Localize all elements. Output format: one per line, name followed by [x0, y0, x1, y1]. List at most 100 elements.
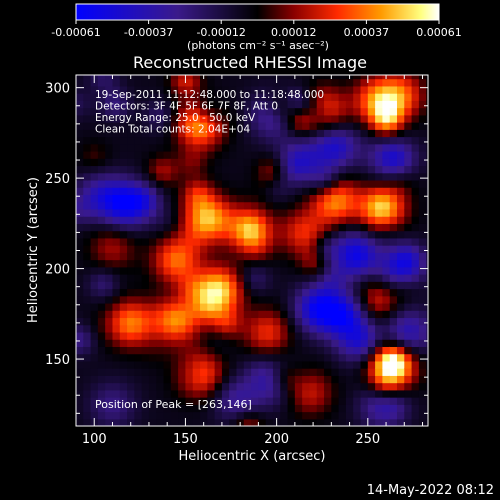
heatmap-cell	[251, 375, 259, 384]
heatmap-cell	[345, 216, 354, 224]
heatmap-cell	[119, 230, 128, 239]
heatmap-cell	[76, 375, 84, 384]
heatmap-cell	[404, 346, 413, 355]
heatmap-cell	[309, 85, 318, 94]
heatmap-cell	[127, 143, 135, 152]
heatmap-cell	[426, 75, 428, 80]
heatmap-cell	[280, 114, 289, 123]
heatmap-cell	[134, 100, 143, 109]
heatmap-cell	[287, 411, 296, 420]
heatmap-cell	[141, 404, 150, 413]
heatmap-cell	[302, 252, 311, 261]
heatmap-cell	[389, 397, 398, 405]
heatmap-cell	[83, 187, 92, 196]
heatmap-cell	[207, 78, 216, 87]
heatmap-cell	[324, 114, 332, 123]
heatmap-cell	[134, 266, 143, 275]
heatmap-cell	[76, 310, 84, 319]
heatmap-cell	[382, 230, 391, 239]
heatmap-cell	[287, 295, 296, 304]
heatmap-cell	[97, 100, 106, 109]
heatmap-cell	[258, 143, 267, 152]
heatmap-cell	[221, 107, 230, 116]
heatmap-cell	[375, 252, 384, 261]
heatmap-cell	[411, 85, 420, 94]
heatmap-cell	[134, 404, 143, 413]
heatmap-cell	[207, 302, 216, 311]
heatmap-cell	[214, 411, 223, 420]
heatmap-cell	[76, 187, 84, 196]
heatmap-cell	[324, 411, 332, 420]
heatmap-cell	[90, 158, 99, 167]
heatmap-cell	[345, 230, 354, 239]
heatmap-cell	[185, 324, 194, 333]
heatmap-cell	[426, 302, 428, 311]
heatmap-cell	[272, 172, 281, 181]
heatmap-cell	[338, 353, 347, 362]
heatmap-cell	[243, 158, 252, 167]
heatmap-cell	[229, 172, 238, 181]
heatmap-cell	[338, 150, 347, 159]
heatmap-cell	[236, 259, 245, 268]
heatmap-cell	[353, 259, 362, 268]
heatmap-cell	[396, 324, 405, 333]
heatmap-cell	[309, 331, 318, 340]
heatmap-cell	[411, 382, 420, 391]
heatmap-cell	[338, 382, 347, 391]
heatmap-cell	[353, 339, 362, 347]
heatmap-cell	[141, 302, 150, 311]
heatmap-cell	[258, 302, 267, 311]
heatmap-cell	[287, 331, 296, 340]
heatmap-cell	[185, 223, 194, 232]
heatmap-cell	[426, 237, 428, 246]
heatmap-cell	[243, 122, 252, 130]
heatmap-cell	[375, 288, 384, 297]
heatmap-cell	[200, 252, 208, 261]
heatmap-cell	[426, 375, 428, 384]
heatmap-cell	[331, 223, 340, 232]
heatmap-cell	[375, 375, 384, 384]
heatmap-cell	[141, 223, 150, 232]
heatmap-cell	[97, 85, 106, 94]
heatmap-cell	[331, 404, 340, 413]
heatmap-cell	[221, 259, 230, 268]
heatmap-cell	[331, 216, 340, 224]
heatmap-cell	[265, 346, 274, 355]
heatmap-cell	[170, 274, 179, 282]
heatmap-cell	[375, 411, 384, 420]
heatmap-cell	[287, 310, 296, 319]
heatmap-cell	[302, 302, 311, 311]
heatmap-cell	[148, 216, 157, 224]
heatmap-cell	[375, 353, 384, 362]
heatmap-cell	[302, 353, 311, 362]
heatmap-cell	[243, 397, 252, 405]
heatmap-cell	[229, 158, 238, 167]
heatmap-cell	[316, 404, 325, 413]
heatmap-cell	[411, 172, 420, 181]
heatmap-cell	[302, 259, 311, 268]
heatmap-cell	[324, 194, 332, 203]
heatmap-cell	[163, 252, 172, 261]
heatmap-cell	[382, 411, 391, 420]
heatmap-cell	[229, 187, 238, 196]
heatmap-cell	[331, 78, 340, 87]
heatmap-cell	[119, 107, 128, 116]
heatmap-cell	[389, 122, 398, 130]
heatmap-cell	[105, 288, 114, 297]
heatmap-cell	[141, 360, 150, 369]
heatmap-cell	[170, 266, 179, 275]
heatmap-cell	[251, 179, 259, 188]
heatmap-cell	[134, 281, 143, 290]
heatmap-cell	[338, 310, 347, 319]
heatmap-cell	[389, 187, 398, 196]
heatmap-cell	[134, 158, 143, 167]
heatmap-cell	[83, 382, 92, 391]
heatmap-cell	[331, 143, 340, 152]
heatmap-cell	[105, 324, 114, 333]
heatmap-cell	[243, 360, 252, 369]
heatmap-cell	[76, 237, 84, 246]
heatmap-cell	[382, 129, 391, 138]
heatmap-cell	[367, 201, 376, 210]
heatmap-cell	[287, 179, 296, 188]
heatmap-cell	[280, 259, 289, 268]
